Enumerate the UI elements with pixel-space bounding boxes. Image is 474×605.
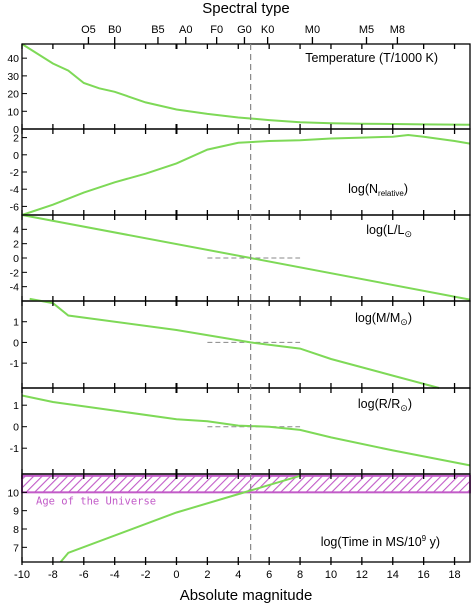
x-tick-label: 16	[418, 569, 430, 581]
spectral-type-label: M8	[390, 24, 405, 36]
series-line	[29, 297, 440, 389]
y-tick-label: 2	[13, 239, 19, 251]
y-tick-label: 20	[7, 89, 19, 101]
panel-label-end: y)	[426, 535, 440, 549]
x-axis-labels: -10 -8 -6 -4 -2 0 2 4 6 8 10 12 14 16 18	[14, 569, 461, 581]
x-tick-label: 18	[448, 569, 460, 581]
spectral-type-label: K0	[261, 24, 274, 36]
panel-label-main: log(R/R	[358, 397, 400, 411]
y-tick-label: 7	[13, 542, 19, 554]
panel-label-end: )	[408, 397, 412, 411]
panel-label: log(L/L⊙	[366, 223, 412, 239]
panel-label-subscript: relative	[378, 189, 404, 198]
panel-label: log(Time in MS/109 y)	[321, 534, 440, 549]
panel-label: log(M/M⊙)	[355, 311, 412, 327]
y-tick-label: 0	[13, 422, 19, 434]
x-tick-label: 14	[387, 569, 399, 581]
panel-label-end: )	[408, 311, 412, 325]
y-tick-label: -4	[10, 184, 19, 196]
x-tick-label: 10	[325, 569, 337, 581]
panel-label: log(R/R⊙)	[358, 397, 412, 413]
panel-label-sun-symbol: ⊙	[400, 317, 408, 327]
x-tick-label: 4	[235, 569, 241, 581]
panel-label-end: )	[404, 182, 408, 196]
age-band	[21, 474, 471, 494]
panel-label-sun-symbol: ⊙	[404, 229, 412, 239]
y-tick-label: 1	[13, 317, 19, 329]
x-tick-label: 6	[266, 569, 272, 581]
x-tick-label: -8	[48, 569, 58, 581]
panel-label-main: log(L/L	[366, 223, 404, 237]
series-line	[21, 43, 471, 126]
y-tick-label: 0	[13, 253, 19, 265]
spectral-type-label: G0	[237, 24, 252, 36]
panel-radius: -1 0 1 log(R/R⊙)	[10, 383, 471, 475]
y-tick-label: 0	[13, 150, 19, 162]
panel-label-main: log(Time in MS/10	[321, 535, 422, 549]
panel-label-main: log(M/M	[355, 311, 400, 325]
y-tick-label: 0	[13, 337, 19, 349]
y-tick-label: -2	[10, 167, 19, 179]
y-tick-label: 2	[13, 133, 19, 145]
spectral-type-label: O5	[81, 24, 96, 36]
spectral-type-label: M0	[305, 24, 320, 36]
y-tick-label: -2	[10, 267, 19, 279]
panel-mass: -1 0 1 log(M/M⊙)	[10, 296, 471, 389]
spectral-type-label: A0	[179, 24, 192, 36]
panel-label-sun-symbol: ⊙	[400, 403, 408, 413]
x-tick-label: -2	[141, 569, 151, 581]
panel-label-superscript: 9	[422, 534, 427, 543]
x-tick-label: -6	[79, 569, 89, 581]
x-tick-label: -4	[110, 569, 120, 581]
age-band-label: Age of the Universe	[36, 495, 156, 507]
y-tick-label: 1	[13, 400, 19, 412]
panel-time: Age of the Universe 7 8 9 10 log(Time in MS/1…	[7, 469, 471, 565]
x-tick-label: 2	[204, 569, 210, 581]
x-tick-label: 0	[173, 569, 179, 581]
spectral-type-label: M5	[359, 24, 374, 36]
spectral-type-label: B0	[108, 24, 121, 36]
x-tick-label: -10	[14, 569, 30, 581]
series-line	[21, 394, 471, 467]
panel-frame	[21, 473, 471, 563]
y-tick-label: 40	[7, 53, 19, 65]
panel-frame	[21, 387, 471, 475]
y-tick-label: -1	[10, 443, 19, 455]
y-tick-label: 0	[13, 124, 19, 136]
y-tick-label: 9	[13, 506, 19, 518]
y-tick-label: 10	[7, 487, 19, 499]
y-tick-label: -1	[10, 358, 19, 370]
panel-label-main: Temperature (T/1000 K)	[305, 51, 438, 65]
panel-label-main: log(N	[348, 182, 378, 196]
panel-lum: -4 -2 0 2 4 log(L/L⊙	[10, 210, 471, 302]
panel-label: Temperature (T/1000 K)	[305, 51, 438, 65]
series-line	[21, 133, 471, 216]
y-tick-label: 4	[13, 224, 19, 236]
spectral-type-label: F0	[210, 24, 223, 36]
series-line	[59, 474, 301, 563]
top-axis-title: Spectral type	[202, 0, 290, 17]
panel-label: log(Nrelative)	[348, 182, 408, 198]
x-tick-label: 12	[356, 569, 368, 581]
y-tick-label: -6	[10, 201, 19, 213]
bottom-axis-title: Absolute magnitude	[180, 587, 313, 604]
y-tick-label: 10	[7, 106, 19, 118]
y-tick-label: 8	[13, 524, 19, 536]
spectral-type-axis: O5 B0 B5 A0 F0 G0 K0 M0 M5 M8	[81, 24, 405, 44]
panel-frame	[21, 300, 471, 389]
y-tick-label: -4	[10, 282, 19, 294]
panel-temp: 0 10 20 30 40 Temperature (T/1000 K)	[7, 43, 471, 136]
y-tick-label: 30	[7, 71, 19, 83]
x-tick-label: 8	[297, 569, 303, 581]
spectral-type-label: B5	[151, 24, 164, 36]
